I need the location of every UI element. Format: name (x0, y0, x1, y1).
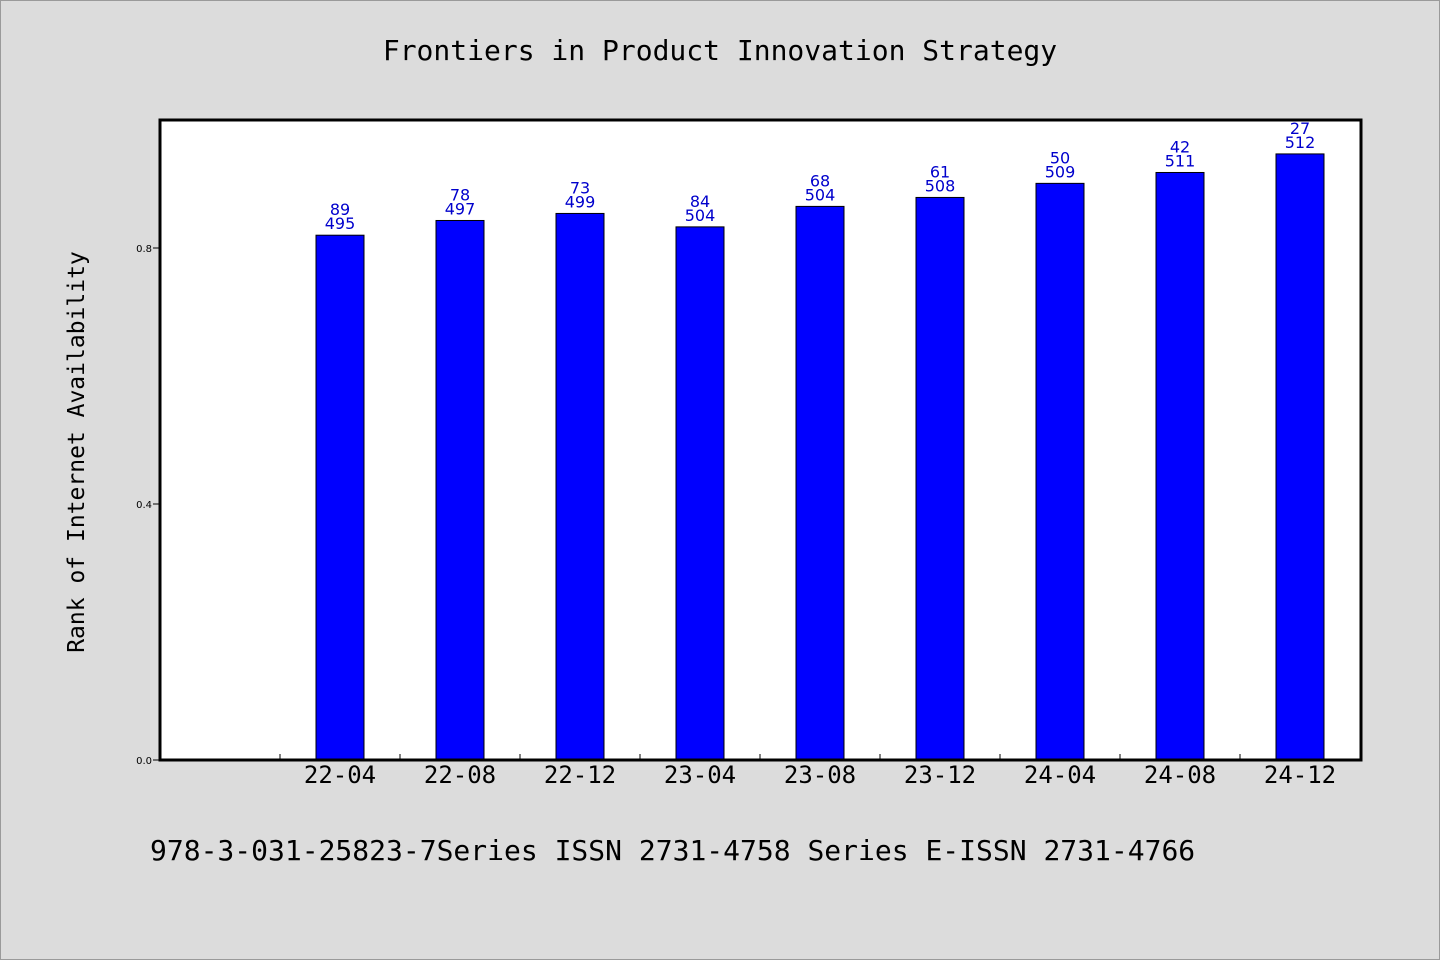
y-tick-label: 0.0 (136, 756, 152, 767)
y-axis-ticks: 0.0 0.4 0.8 (136, 244, 160, 767)
y-tick-label: 0.8 (136, 244, 152, 255)
data-label-bottom: 497 (445, 199, 476, 218)
data-label-top: 61 (930, 162, 950, 181)
y-tick-label: 0.4 (136, 500, 152, 511)
data-label-bottom: 499 (565, 192, 596, 211)
data-label-bottom: 508 (925, 176, 956, 195)
bar (555, 212, 605, 761)
bar (1035, 182, 1085, 761)
data-label-top: 50 (1050, 148, 1070, 167)
data-label-bottom: 504 (685, 206, 716, 225)
x-tick-label: 22-08 (424, 761, 496, 789)
bar (675, 226, 725, 761)
bar (1275, 153, 1325, 761)
data-label-bottom: 509 (1045, 162, 1076, 181)
data-label-top: 42 (1170, 137, 1190, 156)
chart-title: Frontiers in Product Innovation Strategy (382, 34, 1058, 67)
bar (915, 196, 965, 761)
bar (1155, 171, 1205, 761)
bar (435, 219, 485, 761)
data-label-bottom: 512 (1285, 133, 1316, 152)
data-label-top: 84 (690, 192, 710, 211)
x-tick-label: 23-12 (904, 761, 976, 789)
x-tick-label: 22-12 (544, 761, 616, 789)
bar (795, 205, 845, 761)
bar (315, 234, 365, 761)
data-label-bottom: 511 (1165, 151, 1196, 170)
x-tick-label: 23-08 (784, 761, 856, 789)
data-label-bottom: 495 (325, 214, 356, 233)
plot-frame (158, 118, 1363, 762)
data-label-top: 27 (1290, 119, 1310, 138)
data-label-top: 89 (330, 200, 350, 219)
x-tick-label: 23-04 (664, 761, 736, 789)
x-tick-label: 24-12 (1264, 761, 1336, 789)
x-tick-label: 24-08 (1144, 761, 1216, 789)
bar-series (315, 153, 1325, 761)
x-axis-ticks: 22-04 22-08 22-12 23-04 23-08 23-12 24-04 24-08… (279, 754, 1361, 789)
data-label-top: 73 (570, 178, 590, 197)
x-tick-label: 24-04 (1024, 761, 1096, 789)
data-label-top: 78 (450, 185, 470, 204)
data-label-bottom: 504 (805, 185, 836, 204)
footer-isbn-text: 978-3-031-25823-7Series ISSN 2731-4758 S… (150, 834, 1196, 867)
x-tick-label: 22-04 (304, 761, 376, 789)
data-label-top: 68 (810, 171, 830, 190)
